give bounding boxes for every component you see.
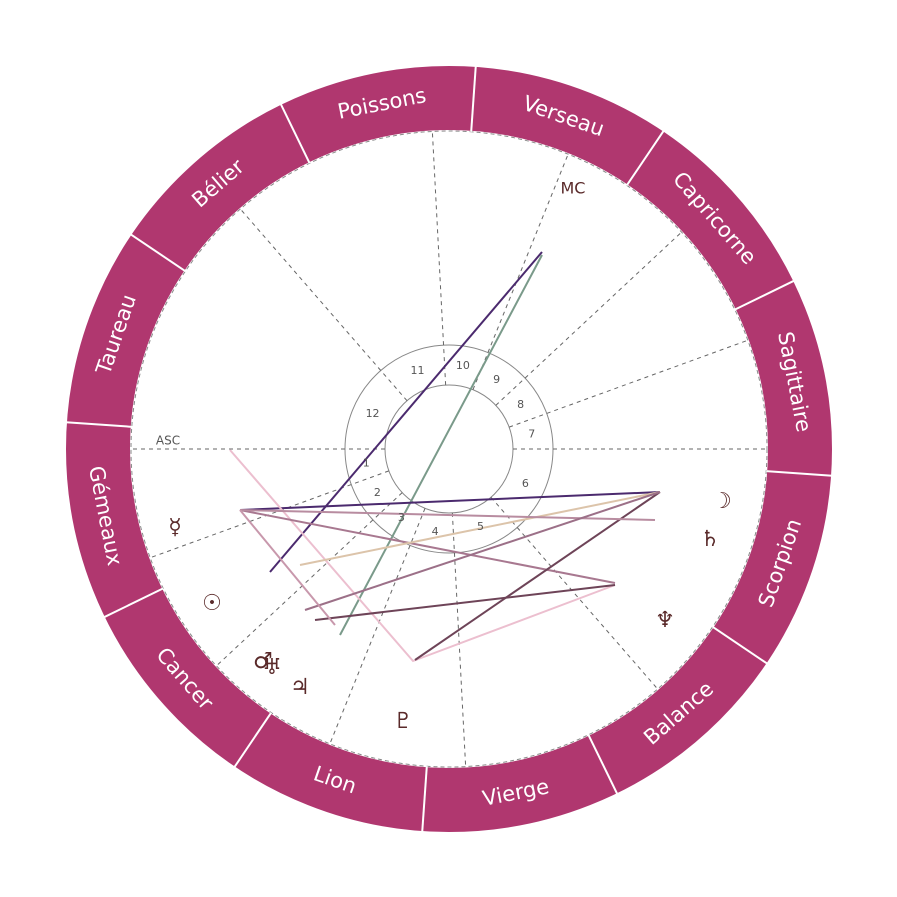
house-cusp <box>216 492 403 667</box>
house-number: 7 <box>528 427 535 440</box>
aspect-line <box>239 509 616 584</box>
planet-glyph: ♃ <box>290 675 310 700</box>
zodiac-ring <box>66 66 832 832</box>
sign-divider <box>233 712 273 768</box>
sign-divider <box>421 766 428 833</box>
house-cusp <box>239 208 408 402</box>
sign-divider <box>470 65 477 132</box>
house-cusp <box>431 131 447 386</box>
aspect-line <box>304 491 661 611</box>
house-number: 6 <box>522 477 529 490</box>
house-number: 11 <box>411 364 425 377</box>
house-cusp <box>150 470 390 559</box>
house-number: 5 <box>477 520 484 533</box>
aspect-line <box>239 491 661 511</box>
planet-glyph: ♄ <box>700 527 720 552</box>
house-cusp <box>508 339 748 428</box>
mc-label: MC <box>561 179 586 198</box>
sign-divider <box>65 421 132 428</box>
house-number: 3 <box>398 511 405 524</box>
aspect-line <box>239 509 336 626</box>
house-number: 8 <box>517 398 524 411</box>
house-cusp <box>472 153 569 390</box>
planet-glyph: ♂ <box>253 649 273 674</box>
house-number: 4 <box>432 525 439 538</box>
house-number: 10 <box>456 359 470 372</box>
sign-divider <box>625 130 665 186</box>
aspect-line <box>299 491 661 566</box>
sign-divider <box>130 233 186 273</box>
sign-divider <box>712 625 768 665</box>
planet-glyph: ☽ <box>712 489 732 514</box>
sign-divider <box>279 103 311 164</box>
inner-circle <box>130 130 768 768</box>
house-cusp <box>490 496 659 690</box>
sign-divider <box>103 587 164 619</box>
house-number: 12 <box>366 407 380 420</box>
house-cusp <box>329 508 426 745</box>
asc-label: ASC <box>156 434 180 448</box>
planet-glyph: ☿ <box>168 515 182 540</box>
sign-divider <box>734 279 795 311</box>
planet-glyph: ♅ <box>262 655 282 680</box>
aspect-lines <box>229 251 661 663</box>
aspect-line <box>239 509 656 521</box>
sign-divider <box>766 470 833 477</box>
house-number: 2 <box>374 486 381 499</box>
house-ring-inner <box>384 384 514 514</box>
sign-divider <box>587 734 619 795</box>
house-number: 9 <box>493 373 500 386</box>
house-cusp <box>451 512 467 767</box>
house-cusp <box>495 231 682 406</box>
planet-glyph: ♆ <box>655 608 675 633</box>
planet-glyph: ♇ <box>393 709 413 734</box>
planet-glyph: ☉ <box>202 591 222 616</box>
aspect-line <box>269 251 543 573</box>
aspect-line <box>339 254 543 636</box>
house-number: 1 <box>363 457 370 470</box>
aspect-line <box>314 584 616 621</box>
